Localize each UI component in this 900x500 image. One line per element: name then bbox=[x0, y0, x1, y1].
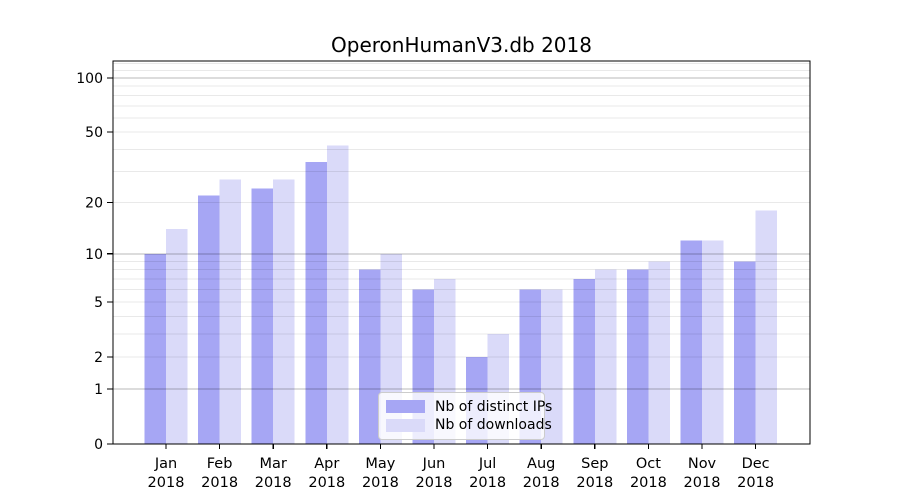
legend-swatch-downloads bbox=[386, 418, 425, 432]
bar-mar-distinct-ips bbox=[251, 188, 274, 444]
y-tick-label: 1 bbox=[94, 382, 103, 398]
x-tick-label-month: Dec bbox=[742, 456, 770, 472]
bar-nov-downloads bbox=[702, 240, 724, 444]
legend-swatch-distinct-ips bbox=[386, 400, 425, 414]
x-tick-label-year: 2018 bbox=[630, 475, 667, 491]
bar-may-distinct-ips bbox=[358, 269, 381, 444]
x-tick-label-year: 2018 bbox=[576, 475, 613, 491]
x-tick-label-year: 2018 bbox=[523, 475, 560, 491]
bar-mar-downloads bbox=[273, 179, 295, 444]
bar-jan-distinct-ips bbox=[144, 253, 166, 444]
x-tick-label-year: 2018 bbox=[684, 475, 721, 491]
y-tick-label: 5 bbox=[94, 295, 103, 311]
x-tick-label-month: Jan bbox=[154, 456, 177, 472]
x-tick-label-year: 2018 bbox=[201, 475, 238, 491]
bar-aug-downloads bbox=[541, 289, 563, 444]
bar-dec-downloads bbox=[755, 210, 778, 444]
x-tick-label-year: 2018 bbox=[255, 475, 292, 491]
x-tick-label-year: 2018 bbox=[737, 475, 774, 491]
legend-item-downloads: Nb of downloads bbox=[386, 418, 552, 432]
y-tick-label: 2 bbox=[94, 350, 103, 366]
x-tick-label-month: Aug bbox=[527, 456, 555, 472]
legend: Nb of distinct IPs Nb of downloads bbox=[378, 392, 552, 440]
y-tick-label: 100 bbox=[76, 71, 103, 87]
x-tick-label-month: Oct bbox=[636, 456, 661, 472]
x-tick-label-year: 2018 bbox=[416, 475, 453, 491]
bar-jan-downloads bbox=[166, 229, 188, 444]
chart-title: OperonHumanV3.db 2018 bbox=[331, 33, 592, 57]
bar-dec-distinct-ips bbox=[734, 261, 756, 444]
legend-label-downloads: Nb of downloads bbox=[435, 417, 552, 434]
bar-oct-downloads bbox=[648, 261, 670, 444]
x-tick-label-month: Mar bbox=[260, 456, 287, 472]
x-tick-label-month: Jul bbox=[478, 456, 497, 472]
y-tick-label: 10 bbox=[85, 247, 103, 263]
x-tick-label-year: 2018 bbox=[362, 475, 399, 491]
legend-label-distinct-ips: Nb of distinct IPs bbox=[435, 398, 553, 415]
bar-apr-downloads bbox=[326, 145, 349, 444]
x-tick-label-year: 2018 bbox=[148, 475, 185, 491]
bar-sep-distinct-ips bbox=[573, 279, 595, 444]
bar-oct-distinct-ips bbox=[626, 269, 649, 444]
x-tick-label-year: 2018 bbox=[308, 475, 345, 491]
x-tick-label-month: Jun bbox=[422, 456, 446, 472]
y-tick-label: 0 bbox=[94, 437, 103, 453]
axes-spines bbox=[112, 60, 811, 445]
bar-feb-downloads bbox=[219, 179, 242, 444]
legend-item-distinct-ips: Nb of distinct IPs bbox=[386, 400, 552, 414]
x-tick-label-month: Feb bbox=[207, 456, 233, 472]
y-tick-label: 20 bbox=[85, 196, 103, 212]
bar-feb-distinct-ips bbox=[198, 195, 220, 444]
x-tick-label-month: Nov bbox=[688, 456, 717, 472]
x-tick-label-year: 2018 bbox=[469, 475, 506, 491]
bar-sep-downloads bbox=[594, 269, 617, 444]
x-tick-label-month: Sep bbox=[581, 456, 608, 472]
y-tick-label: 50 bbox=[85, 125, 103, 141]
x-tick-label-month: Apr bbox=[314, 456, 339, 472]
bar-nov-distinct-ips bbox=[680, 240, 702, 444]
bar-apr-distinct-ips bbox=[305, 162, 327, 444]
x-tick-label-month: May bbox=[365, 456, 395, 472]
